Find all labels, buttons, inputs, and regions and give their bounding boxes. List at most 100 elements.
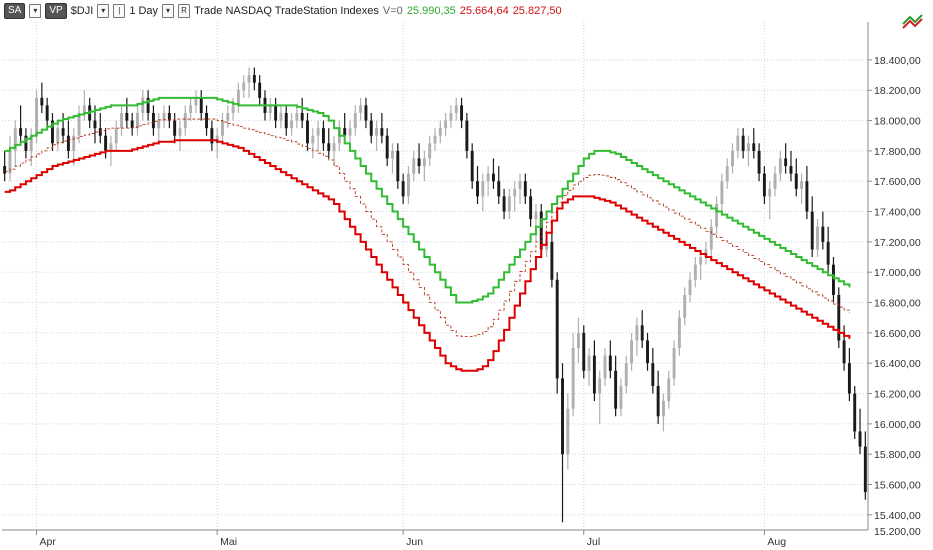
candle: [401, 173, 405, 204]
candle: [826, 226, 830, 273]
candle-body: [151, 112, 155, 129]
candle: [773, 166, 777, 197]
candle-body: [252, 75, 256, 83]
candle-body: [603, 355, 607, 379]
candle-body: [412, 158, 416, 174]
candle-body: [810, 211, 814, 250]
candle-body: [598, 378, 602, 394]
candle-body: [768, 188, 772, 197]
candle-body: [274, 105, 278, 121]
candle-body: [555, 279, 559, 379]
candle-body: [24, 135, 28, 151]
candle: [183, 105, 187, 136]
r-dropdown-icon[interactable]: R: [178, 4, 191, 18]
candle-body: [316, 128, 320, 136]
candle: [236, 82, 240, 113]
interval-label[interactable]: 1 Day: [129, 5, 159, 17]
candle: [205, 105, 209, 136]
candle-body: [619, 385, 623, 409]
candle: [221, 112, 224, 144]
candle: [746, 135, 750, 167]
candle: [672, 340, 676, 386]
candle: [311, 128, 315, 159]
candle-body: [608, 355, 612, 371]
candle-body: [231, 105, 235, 113]
candle-body: [842, 340, 846, 364]
candle-body: [167, 112, 171, 121]
candle: [720, 173, 724, 212]
candle: [491, 158, 495, 189]
candle-body: [635, 325, 639, 341]
candle: [550, 226, 554, 288]
y-tick-label: 16.800,00: [874, 298, 921, 310]
candle: [725, 158, 729, 189]
candle-body: [826, 241, 830, 265]
candle: [465, 112, 469, 159]
candle: [715, 196, 719, 235]
candle-body: [534, 211, 538, 220]
candle-body: [731, 150, 734, 167]
candle-body: [523, 181, 527, 197]
vp-button[interactable]: VP: [45, 3, 67, 19]
candle-body: [688, 279, 692, 295]
candle: [523, 173, 527, 204]
candle-body: [72, 135, 76, 151]
candle: [449, 105, 453, 129]
sa-button[interactable]: SA: [4, 3, 26, 19]
candle: [630, 332, 634, 371]
symbol-label[interactable]: $DJI: [70, 5, 94, 17]
candle: [614, 355, 618, 417]
candle-body: [61, 128, 65, 136]
candle: [741, 128, 745, 159]
candle: [853, 385, 857, 440]
candle-body: [104, 135, 108, 151]
candle-body: [375, 128, 379, 136]
candle-body: [13, 128, 17, 151]
chart-settings-icon[interactable]: [901, 12, 925, 30]
candle-body: [693, 264, 697, 280]
candle: [518, 173, 522, 204]
candle-body: [699, 257, 703, 265]
candle: [784, 143, 788, 174]
candle: [454, 97, 458, 121]
candle: [24, 128, 28, 159]
candle-body: [454, 105, 458, 113]
candle-body: [507, 196, 511, 212]
candle: [19, 105, 23, 144]
y-tick-label: 18.400,00: [874, 55, 921, 67]
candle: [199, 90, 203, 121]
candle-body: [141, 97, 145, 113]
candle-body: [805, 181, 809, 212]
y-tick-label: 17.800,00: [874, 146, 921, 158]
candle: [258, 75, 262, 106]
candle-body: [460, 105, 464, 121]
candle-body: [290, 120, 294, 129]
candle-body: [114, 128, 118, 144]
sa-dropdown-icon[interactable]: ▾: [29, 4, 42, 18]
y-tick-label: 17.600,00: [874, 176, 921, 188]
candle-body: [221, 120, 224, 136]
chart-toolbar: SA ▾ VP $DJI ▾ | 1 Day ▾ R Trade NASDAQ …: [0, 0, 874, 22]
candle-body: [672, 348, 676, 379]
candle: [816, 219, 819, 258]
symbol-dropdown-icon[interactable]: ▾: [97, 4, 110, 18]
candle-body: [683, 294, 687, 318]
candle-body: [614, 370, 618, 409]
candle: [640, 310, 644, 349]
candle-body: [162, 112, 166, 121]
candle: [752, 128, 756, 159]
candle: [731, 143, 734, 174]
candle-body: [433, 135, 437, 144]
x-tick-label: Jun: [406, 536, 423, 548]
interval-dropdown-icon[interactable]: ▾: [162, 4, 175, 18]
candle: [321, 120, 325, 151]
interval-picker-icon[interactable]: |: [113, 4, 126, 18]
candle: [592, 340, 596, 402]
candle: [608, 340, 612, 379]
candle: [247, 67, 251, 98]
candle: [353, 105, 357, 136]
candle-body: [720, 181, 724, 204]
candle-body: [821, 226, 825, 242]
candle: [460, 97, 464, 129]
